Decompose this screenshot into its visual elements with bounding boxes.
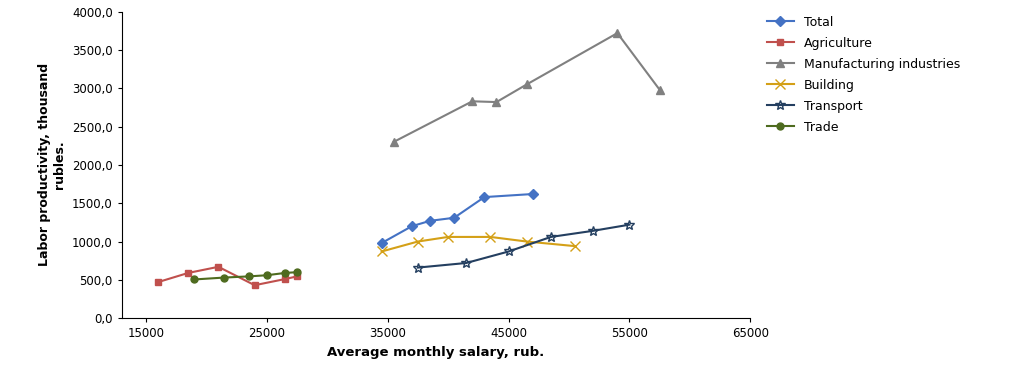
- Agriculture: [279, 277, 291, 281]
- Manufacturing industries: [611, 31, 624, 35]
- Building: [412, 239, 424, 244]
- Line: Transport: Transport: [413, 220, 635, 272]
- Manufacturing industries: [491, 100, 503, 104]
- Building: [375, 249, 387, 254]
- Total: [448, 215, 460, 220]
- Total: [406, 224, 418, 229]
- Trade: [189, 277, 201, 282]
- Agriculture: [152, 280, 164, 284]
- Trade: [261, 273, 273, 277]
- Building: [485, 235, 497, 239]
- Line: Manufacturing industries: Manufacturing industries: [389, 29, 664, 146]
- Legend: Total, Agriculture, Manufacturing industries, Building, Transport, Trade: Total, Agriculture, Manufacturing indust…: [763, 12, 964, 138]
- Line: Total: Total: [378, 191, 536, 246]
- Y-axis label: Labor productivity, thousand
rubles.: Labor productivity, thousand rubles.: [39, 63, 66, 267]
- Total: [424, 218, 436, 223]
- Manufacturing industries: [466, 99, 479, 104]
- Line: Agriculture: Agriculture: [154, 263, 300, 289]
- Transport: [545, 235, 557, 239]
- Transport: [460, 261, 473, 265]
- Total: [375, 241, 387, 245]
- Agriculture: [248, 283, 261, 288]
- Agriculture: [291, 274, 303, 279]
- Trade: [242, 274, 255, 279]
- Transport: [412, 265, 424, 270]
- Agriculture: [212, 265, 224, 269]
- Transport: [624, 222, 636, 227]
- Transport: [503, 249, 515, 254]
- Trade: [279, 270, 291, 275]
- Line: Building: Building: [377, 232, 580, 256]
- Building: [569, 244, 581, 248]
- Line: Trade: Trade: [191, 269, 300, 283]
- Building: [520, 239, 532, 244]
- Trade: [218, 275, 230, 280]
- Trade: [291, 270, 303, 275]
- Manufacturing industries: [654, 87, 666, 92]
- X-axis label: Average monthly salary, rub.: Average monthly salary, rub.: [328, 346, 545, 359]
- Transport: [587, 229, 599, 233]
- Manufacturing industries: [520, 82, 532, 87]
- Total: [526, 192, 538, 196]
- Building: [442, 235, 454, 239]
- Total: [479, 195, 491, 199]
- Agriculture: [183, 270, 195, 275]
- Manufacturing industries: [387, 140, 400, 144]
